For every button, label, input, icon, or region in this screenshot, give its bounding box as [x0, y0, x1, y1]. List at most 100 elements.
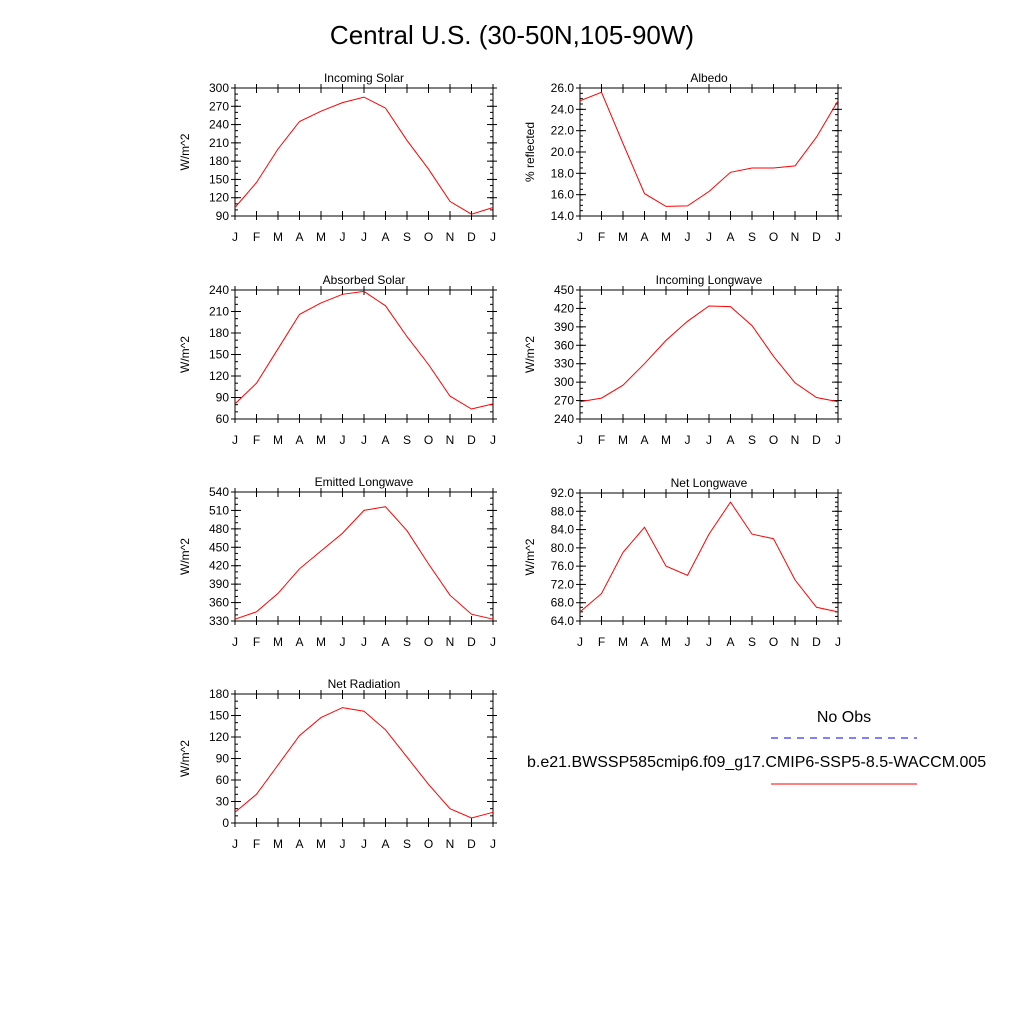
y-tick-label: 240 — [209, 283, 229, 297]
y-tick-label: 76.0 — [551, 559, 575, 573]
series-line — [234, 290, 494, 410]
y-tick-label: 300 — [209, 81, 229, 95]
series-line — [579, 501, 839, 613]
x-tick-label: D — [467, 635, 476, 649]
x-tick-label: F — [253, 635, 260, 649]
x-tick-label: J — [232, 837, 238, 851]
x-tick-label: A — [381, 230, 389, 244]
y-tick-label: 24.0 — [551, 102, 575, 116]
x-tick-label: J — [490, 635, 496, 649]
panel-title: Emitted Longwave — [315, 475, 414, 489]
y-tick-label: 0 — [222, 816, 229, 830]
y-tick-label: 180 — [209, 326, 229, 340]
x-tick-label: J — [706, 433, 712, 447]
x-tick-label: O — [769, 635, 778, 649]
x-tick-label: N — [791, 230, 800, 244]
x-tick-label: N — [791, 635, 800, 649]
y-tick-label: 480 — [209, 522, 229, 536]
x-tick-label: A — [726, 230, 734, 244]
x-tick-label: J — [685, 230, 691, 244]
y-tick-label: 90 — [216, 391, 230, 405]
x-tick-label: J — [361, 837, 367, 851]
y-axis-label: W/m^2 — [178, 133, 192, 170]
x-tick-label: M — [273, 230, 283, 244]
x-tick-label: M — [273, 635, 283, 649]
y-tick-label: 270 — [554, 394, 574, 408]
y-tick-label: 90 — [216, 752, 230, 766]
x-tick-label: D — [467, 837, 476, 851]
panel-title: Albedo — [690, 71, 728, 85]
x-tick-label: F — [253, 230, 260, 244]
y-tick-label: 30 — [216, 795, 230, 809]
x-tick-label: A — [381, 635, 389, 649]
x-tick-label: O — [424, 230, 433, 244]
x-tick-label: J — [232, 635, 238, 649]
x-tick-label: M — [661, 635, 671, 649]
x-tick-label: D — [467, 433, 476, 447]
y-tick-label: 26.0 — [551, 81, 575, 95]
y-tick-label: 16.0 — [551, 188, 575, 202]
figure-title: Central U.S. (30-50N,105-90W) — [329, 20, 695, 50]
x-tick-label: M — [618, 433, 628, 447]
y-tick-label: 120 — [209, 191, 229, 205]
y-axis-label: W/m^2 — [178, 336, 192, 373]
y-tick-label: 330 — [554, 357, 574, 371]
x-tick-label: S — [403, 837, 411, 851]
y-tick-label: 20.0 — [551, 145, 575, 159]
y-tick-label: 540 — [209, 485, 229, 499]
x-tick-label: N — [791, 433, 800, 447]
x-tick-label: A — [295, 433, 303, 447]
x-tick-label: F — [598, 230, 605, 244]
y-tick-label: 180 — [209, 154, 229, 168]
y-tick-label: 450 — [554, 283, 574, 297]
series-line — [234, 707, 494, 819]
y-tick-label: 60 — [216, 412, 230, 426]
y-tick-label: 120 — [209, 369, 229, 383]
x-tick-label: D — [812, 433, 821, 447]
x-tick-label: J — [490, 230, 496, 244]
x-tick-label: J — [232, 230, 238, 244]
plot-frame — [234, 87, 494, 217]
y-tick-label: 300 — [554, 375, 574, 389]
x-tick-label: O — [769, 230, 778, 244]
x-tick-label: J — [340, 433, 346, 447]
x-tick-label: A — [640, 230, 648, 244]
x-tick-label: S — [748, 433, 756, 447]
y-tick-label: 80.0 — [551, 541, 575, 555]
x-tick-label: A — [640, 433, 648, 447]
y-tick-label: 14.0 — [551, 209, 575, 223]
y-tick-label: 240 — [209, 118, 229, 132]
x-tick-label: J — [685, 635, 691, 649]
x-tick-label: A — [726, 635, 734, 649]
x-tick-label: A — [726, 433, 734, 447]
x-tick-label: J — [706, 635, 712, 649]
x-tick-label: N — [446, 635, 455, 649]
series-line — [579, 305, 839, 403]
y-tick-label: 90 — [216, 209, 230, 223]
x-tick-label: D — [812, 635, 821, 649]
x-tick-label: M — [316, 635, 326, 649]
plot-frame — [234, 491, 494, 622]
x-tick-label: S — [748, 230, 756, 244]
y-tick-label: 150 — [209, 348, 229, 362]
x-tick-label: J — [340, 230, 346, 244]
series-line — [234, 506, 494, 620]
x-tick-label: J — [490, 433, 496, 447]
x-tick-label: A — [381, 837, 389, 851]
panel-title: Absorbed Solar — [323, 273, 406, 287]
legend-model-label: b.e21.BWSSP585cmip6.f09_g17.CMIP6-SSP5-8… — [527, 754, 986, 771]
series-line — [234, 96, 494, 215]
x-tick-label: J — [577, 433, 583, 447]
x-tick-label: A — [640, 635, 648, 649]
x-tick-label: D — [467, 230, 476, 244]
legend: No Obs b.e21.BWSSP585cmip6.f09_g17.CMIP6… — [527, 709, 986, 785]
plot-frame — [579, 289, 839, 420]
x-tick-label: A — [381, 433, 389, 447]
x-tick-label: D — [812, 230, 821, 244]
y-tick-label: 150 — [209, 172, 229, 186]
